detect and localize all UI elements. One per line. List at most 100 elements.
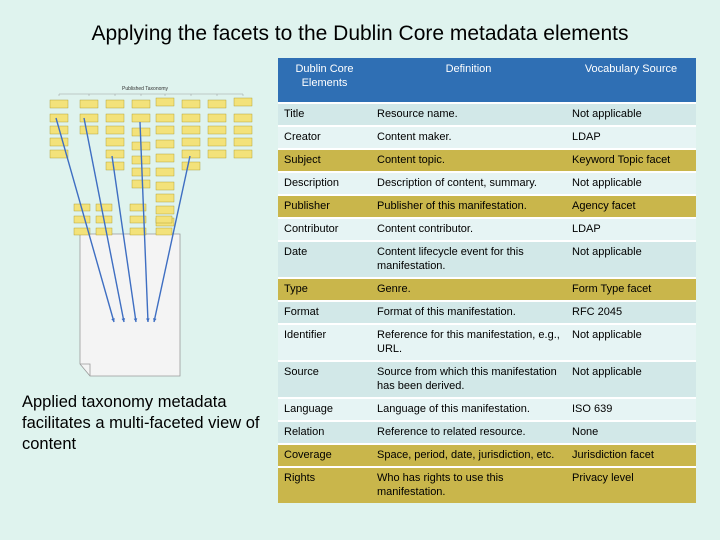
source-cell: Agency facet — [566, 194, 696, 218]
element-cell: Description — [278, 171, 371, 195]
taxonomy-node — [155, 193, 175, 203]
element-cell: Coverage — [278, 443, 371, 467]
table-row: Title Resource name. Not applicable — [278, 102, 696, 126]
taxonomy-node — [155, 125, 175, 135]
source-cell: RFC 2045 — [566, 300, 696, 324]
table-body: Title Resource name. Not applicable Creator… — [278, 102, 696, 503]
header-source: Vocabulary Source — [566, 58, 696, 103]
element-cell: Subject — [278, 148, 371, 172]
taxonomy-node — [181, 149, 201, 159]
arrow-head — [111, 318, 115, 322]
taxonomy-arrow — [111, 155, 137, 323]
taxonomy-node — [155, 215, 173, 224]
definition-cell: Reference for this manifestation, e.g., … — [371, 323, 566, 361]
definition-cell: Content contributor. — [371, 217, 566, 241]
source-cell: Not applicable — [566, 323, 696, 361]
table-row: Source Source from which this manifestati… — [278, 360, 696, 398]
taxonomy-node — [73, 215, 91, 224]
definition-cell: Description of content, summary. — [371, 171, 566, 195]
taxonomy-node — [79, 113, 99, 123]
taxonomy-boxes — [49, 97, 253, 236]
taxonomy-node — [129, 227, 147, 236]
definition-cell: Content lifecycle event for this manifes… — [371, 240, 566, 278]
definition-cell: Genre. — [371, 277, 566, 301]
taxonomy-node — [233, 113, 253, 123]
element-cell: Rights — [278, 466, 371, 503]
taxonomy-node — [155, 227, 173, 236]
definition-cell: Source from which this manifestation has… — [371, 360, 566, 398]
source-cell: Not applicable — [566, 102, 696, 126]
taxonomy-node — [207, 113, 227, 123]
taxonomy-node — [155, 97, 175, 107]
definition-cell: Language of this manifestation. — [371, 397, 566, 421]
element-cell: Format — [278, 300, 371, 324]
table-row: Type Genre. Form Type facet — [278, 277, 696, 301]
taxonomy-node — [129, 215, 147, 224]
table-row: Publisher Publisher of this manifestation… — [278, 194, 696, 218]
element-cell: Contributor — [278, 217, 371, 241]
taxonomy-node — [181, 125, 201, 135]
taxonomy-node — [207, 99, 227, 109]
taxonomy-arrows — [55, 117, 191, 323]
arrow-head — [152, 318, 157, 322]
taxonomy-node — [79, 125, 99, 135]
taxonomy-node — [233, 137, 253, 147]
element-cell: Identifier — [278, 323, 371, 361]
taxonomy-node — [155, 181, 175, 191]
taxonomy-node — [131, 113, 151, 123]
table-row: Coverage Space, period, date, jurisdictio… — [278, 443, 696, 467]
taxonomy-node — [95, 203, 113, 212]
table-row: Description Description of content, summa… — [278, 171, 696, 195]
taxonomy-node — [181, 161, 201, 171]
source-cell: Keyword Topic facet — [566, 148, 696, 172]
element-cell: Publisher — [278, 194, 371, 218]
taxonomy-node — [181, 137, 201, 147]
table-row: Date Content lifecycle event for this man… — [278, 240, 696, 278]
taxonomy-node — [131, 167, 151, 177]
taxonomy-arrow — [55, 117, 115, 323]
source-cell: Privacy level — [566, 466, 696, 503]
taxonomy-node — [131, 179, 151, 189]
taxonomy-node — [155, 205, 175, 215]
taxonomy-arrow — [83, 117, 125, 323]
definition-cell: Publisher of this manifestation. — [371, 194, 566, 218]
taxonomy-node — [233, 149, 253, 159]
definition-cell: Content topic. — [371, 148, 566, 172]
arrow-head — [146, 318, 150, 322]
taxonomy-node — [131, 99, 151, 109]
taxonomy-node — [155, 153, 175, 163]
definition-cell: Space, period, date, jurisdiction, etc. — [371, 443, 566, 467]
taxonomy-node — [105, 99, 125, 109]
taxonomy-node — [105, 161, 125, 171]
taxonomy-node — [155, 167, 175, 177]
taxonomy-node — [155, 113, 175, 123]
taxonomy-node — [233, 125, 253, 135]
source-cell: Not applicable — [566, 360, 696, 398]
element-cell: Source — [278, 360, 371, 398]
taxonomy-node — [207, 137, 227, 147]
taxonomy-node — [49, 149, 69, 159]
table-row: Subject Content topic. Keyword Topic facet — [278, 148, 696, 172]
source-cell: LDAP — [566, 125, 696, 149]
taxonomy-node — [207, 149, 227, 159]
source-cell: Not applicable — [566, 240, 696, 278]
table-row: Relation Reference to related resource. No… — [278, 420, 696, 444]
arrow-head — [121, 318, 126, 322]
source-cell: LDAP — [566, 217, 696, 241]
definition-cell: Content maker. — [371, 125, 566, 149]
taxonomy-arrow — [139, 121, 149, 323]
taxonomy-node — [181, 113, 201, 123]
element-cell: Title — [278, 102, 371, 126]
taxonomy-node — [105, 125, 125, 135]
taxonomy-node — [79, 99, 99, 109]
taxonomy-node — [105, 149, 125, 159]
element-cell: Relation — [278, 420, 371, 444]
taxonomy-node — [49, 137, 69, 147]
taxonomy-node — [105, 137, 125, 147]
source-cell: Jurisdiction facet — [566, 443, 696, 467]
table-row: Identifier Reference for this manifestati… — [278, 323, 696, 361]
table-row: Language Language of this manifestation. I… — [278, 397, 696, 421]
header-elements: Dublin Core Elements — [278, 58, 371, 103]
caption: Applied taxonomy metadata facilitates a … — [22, 393, 260, 453]
source-cell: None — [566, 420, 696, 444]
